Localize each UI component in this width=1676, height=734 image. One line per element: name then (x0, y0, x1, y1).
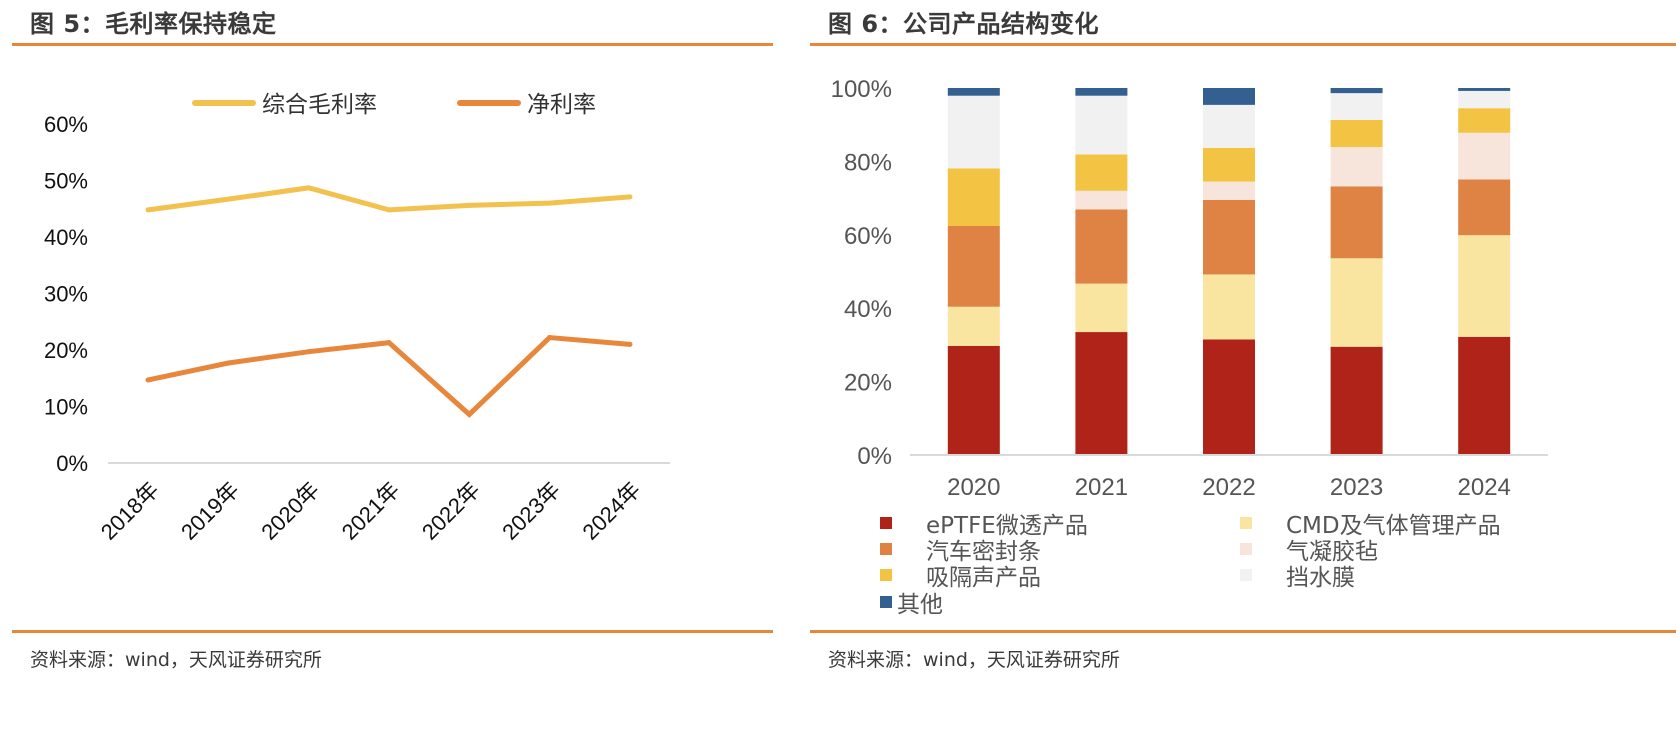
bar-segment (1458, 90, 1511, 109)
bar-segment (1330, 93, 1383, 120)
bar-segment (1330, 258, 1383, 347)
y-tick-label: 100% (831, 76, 892, 103)
legend-label: 气凝胶毡 (1286, 539, 1378, 565)
data-point (386, 207, 392, 213)
legend-label: ePTFE微透产品 (926, 513, 1088, 539)
y-tick-label: 60% (844, 223, 892, 250)
bar-segment (1203, 88, 1255, 105)
data-point (225, 360, 231, 366)
bar-segment (1203, 274, 1255, 340)
x-tick-label: 2022 (1202, 474, 1255, 501)
bar-segment (947, 95, 1000, 169)
bar-segment (1330, 147, 1383, 187)
x-tick-label: 2020 (947, 474, 1000, 501)
bar-segment (1075, 209, 1128, 284)
right-source-note: 资料来源：wind，天风证券研究所 (828, 649, 1120, 671)
bar-segment (1075, 88, 1128, 96)
legend-label: 挡水膜 (1286, 565, 1355, 591)
data-point (145, 377, 151, 383)
bar-segment (947, 88, 1000, 96)
y-tick-label: 40% (44, 225, 88, 250)
data-point (547, 200, 553, 206)
bar-segment (1458, 132, 1511, 180)
bar-segment (1203, 339, 1255, 455)
y-tick-label: 40% (844, 296, 892, 323)
bar-segment (1203, 104, 1255, 148)
bar-segment (1203, 147, 1255, 182)
bar-segment (1075, 154, 1128, 191)
left-chart-title: 图 5：毛利率保持稳定 (30, 10, 277, 38)
right-bottom-rule (810, 630, 1676, 633)
data-point (466, 411, 472, 417)
legend-label: 净利率 (527, 92, 596, 118)
bar-segment (1075, 95, 1128, 155)
legend-label: 其他 (897, 592, 943, 618)
line-chart: 0%10%20%30%40%50%60%2018年 2019年 2020年 2021年… (44, 92, 670, 545)
legend-swatch (1240, 517, 1252, 529)
bar-segment (1458, 336, 1511, 455)
x-tick-label: 2023 (1330, 474, 1383, 501)
bar-segment (1075, 283, 1128, 333)
bar-segment (1330, 88, 1383, 94)
data-point (547, 335, 553, 341)
y-tick-label: 0% (56, 451, 88, 476)
data-point (145, 207, 151, 213)
legend-swatch (1240, 543, 1252, 555)
bar-segment (947, 306, 1000, 347)
bar-segment (947, 346, 1000, 455)
data-point (306, 349, 312, 355)
legend-swatch (880, 569, 892, 581)
bar-segment (947, 168, 1000, 226)
y-tick-label: 50% (44, 169, 88, 194)
legend-swatch (1240, 569, 1252, 581)
right-title-rule (810, 43, 1676, 46)
bar-segment (1075, 332, 1128, 455)
bar-segment (1458, 179, 1511, 236)
bar-segment (1458, 235, 1511, 337)
legend-label: CMD及气体管理产品 (1286, 513, 1501, 539)
left-source-note: 资料来源：wind，天风证券研究所 (30, 649, 322, 671)
y-tick-label: 80% (844, 149, 892, 176)
data-point (627, 194, 633, 200)
y-tick-label: 60% (44, 112, 88, 137)
bar-segment (1075, 190, 1128, 210)
y-tick-label: 20% (44, 338, 88, 363)
x-tick-label: 2021 (1075, 474, 1128, 501)
y-tick-label: 0% (857, 443, 892, 470)
legend-label: 吸隔声产品 (926, 565, 1041, 591)
data-point (466, 202, 472, 208)
legend-label: 汽车密封条 (926, 539, 1041, 565)
left-title-rule (12, 43, 773, 46)
bar-segment (1458, 88, 1511, 91)
right-chart-title: 图 6：公司产品结构变化 (828, 10, 1100, 38)
data-point (306, 185, 312, 191)
bar-segment (1458, 108, 1511, 133)
y-tick-label: 30% (44, 282, 88, 307)
stacked-bar-chart: 0% 20% 40% 60% 80% 100% 2020 2021 2022 2023 2024 eP… (831, 76, 1548, 618)
data-point (225, 196, 231, 202)
bar-segment (1203, 181, 1255, 200)
legend-swatch (880, 596, 892, 608)
y-tick-label: 10% (44, 395, 88, 420)
bar-segment (1330, 119, 1383, 148)
bar-segment (1330, 186, 1383, 259)
legend-label: 综合毛利率 (262, 92, 377, 118)
legend-swatch (880, 543, 892, 555)
bar-segment (1330, 346, 1383, 455)
data-point (386, 340, 392, 346)
y-tick-label: 20% (844, 370, 892, 397)
data-point (627, 341, 633, 347)
legend-swatch (880, 517, 892, 529)
x-tick-label: 2024 (1458, 474, 1511, 501)
bar-segment (947, 225, 1000, 307)
bar-segment (1203, 199, 1255, 275)
left-bottom-rule (12, 630, 773, 633)
